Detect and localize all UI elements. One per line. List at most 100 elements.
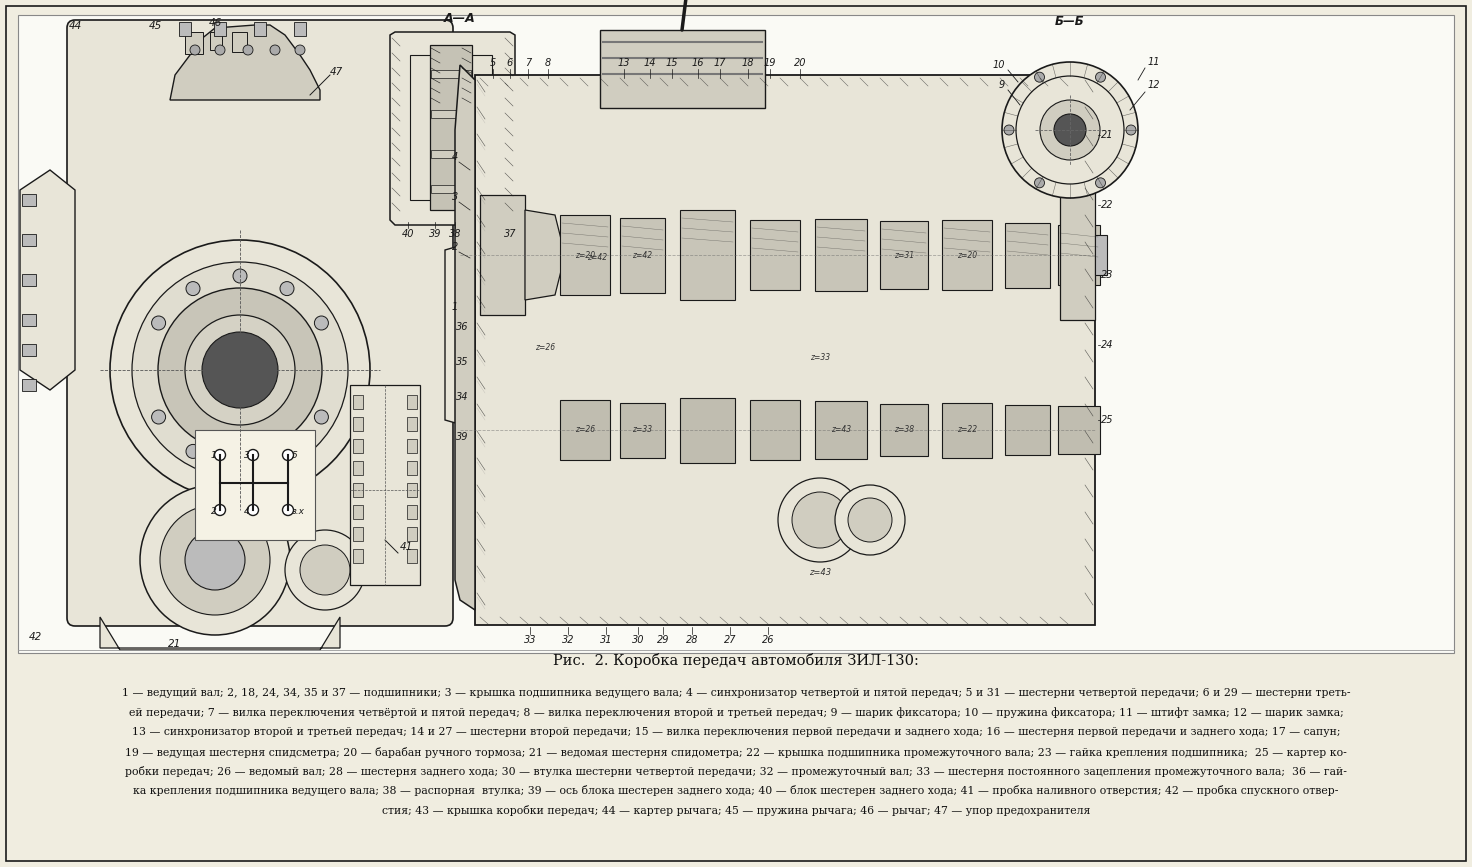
Circle shape	[202, 332, 278, 408]
Text: 44: 44	[68, 21, 81, 31]
Text: 25: 25	[1101, 415, 1113, 425]
Circle shape	[233, 269, 247, 283]
Text: 41: 41	[400, 542, 414, 552]
Bar	[880, 404, 927, 456]
FancyBboxPatch shape	[475, 75, 1095, 625]
Text: 2: 2	[452, 242, 458, 252]
Bar	[559, 215, 609, 295]
Bar	[680, 398, 735, 463]
Circle shape	[152, 410, 165, 424]
Polygon shape	[455, 65, 475, 610]
Bar	[601, 30, 765, 108]
Text: 6: 6	[506, 58, 514, 68]
Text: 35: 35	[455, 357, 468, 367]
Text: 45: 45	[149, 21, 162, 31]
Circle shape	[300, 545, 350, 595]
Text: z=26: z=26	[576, 426, 595, 434]
Text: 1 — ведущий вал; 2, 18, 24, 34, 35 и 37 — подшипники; 3 — крышка подшипника веду: 1 — ведущий вал; 2, 18, 24, 34, 35 и 37 …	[122, 688, 1350, 698]
Text: 9: 9	[998, 80, 1005, 90]
Bar	[1005, 405, 1050, 455]
Text: z=33: z=33	[810, 353, 830, 362]
Text: z=33: z=33	[631, 426, 652, 434]
Bar	[406, 505, 417, 519]
Text: робки передач; 26 — ведомый вал; 28 — шестерня заднего хода; 30 — втулка шестерн: робки передач; 26 — ведомый вал; 28 — ше…	[125, 766, 1347, 777]
Bar	[815, 401, 867, 459]
Circle shape	[185, 315, 294, 425]
Text: 23: 23	[1101, 270, 1113, 280]
Circle shape	[247, 449, 259, 460]
Circle shape	[283, 505, 293, 516]
Circle shape	[269, 45, 280, 55]
Text: 18: 18	[742, 58, 754, 68]
Bar	[210, 32, 222, 50]
Text: 38: 38	[449, 229, 461, 239]
FancyBboxPatch shape	[68, 20, 453, 626]
Text: 5: 5	[490, 58, 496, 68]
Polygon shape	[390, 32, 515, 225]
Bar	[353, 395, 364, 409]
Text: Рис.  2. Коробка передач автомобиля ЗИЛ-130:: Рис. 2. Коробка передач автомобиля ЗИЛ-1…	[553, 653, 919, 668]
Text: z=20: z=20	[957, 251, 977, 259]
Bar	[406, 527, 417, 541]
Circle shape	[848, 498, 892, 542]
Bar	[1005, 223, 1050, 288]
Polygon shape	[100, 617, 340, 650]
Text: 13 — синхронизатор второй и третьей передач; 14 и 27 — шестерни второй передачи;: 13 — синхронизатор второй и третьей пере…	[132, 727, 1340, 737]
Bar	[353, 527, 364, 541]
Bar	[431, 110, 471, 118]
Text: 21: 21	[168, 639, 181, 649]
Bar	[751, 400, 799, 460]
Text: 3: 3	[452, 192, 458, 202]
Bar	[353, 417, 364, 431]
Text: 10: 10	[992, 60, 1005, 70]
Bar	[942, 403, 992, 458]
Bar	[353, 549, 364, 563]
Bar	[213, 22, 227, 36]
Circle shape	[1041, 100, 1100, 160]
Circle shape	[286, 530, 365, 610]
Text: 21: 21	[1101, 130, 1113, 140]
Circle shape	[215, 449, 225, 460]
Text: з.х: з.х	[291, 506, 305, 516]
Text: 36: 36	[455, 322, 468, 332]
Text: 5: 5	[291, 452, 297, 460]
Bar	[22, 344, 35, 356]
Bar	[353, 439, 364, 453]
Polygon shape	[526, 210, 565, 300]
Text: 34: 34	[455, 392, 468, 402]
Circle shape	[315, 316, 328, 330]
Text: ей передачи; 7 — вилка переключения четвёртой и пятой передач; 8 — вилка переклю: ей передачи; 7 — вилка переключения четв…	[128, 707, 1344, 718]
Text: z=22: z=22	[957, 426, 977, 434]
Text: 1: 1	[210, 452, 216, 460]
Bar	[22, 314, 35, 326]
Bar	[942, 220, 992, 290]
Text: стия; 43 — крышка коробки передач; 44 — картер рычага; 45 — пружина рычага; 46 —: стия; 43 — крышка коробки передач; 44 — …	[381, 805, 1091, 816]
Bar	[406, 417, 417, 431]
Text: 22: 22	[1101, 200, 1113, 210]
Text: 27: 27	[724, 635, 736, 645]
Bar	[680, 210, 735, 300]
Bar	[431, 150, 471, 158]
Text: z=26: z=26	[534, 343, 555, 352]
Circle shape	[160, 505, 269, 615]
Bar	[22, 274, 35, 286]
Polygon shape	[169, 25, 319, 100]
Circle shape	[132, 262, 347, 478]
Bar	[22, 194, 35, 206]
Text: 19 — ведущая шестерня спидсметра; 20 — барабан ручного тормоза; 21 — ведомая шес: 19 — ведущая шестерня спидсметра; 20 — б…	[125, 746, 1347, 758]
Text: 46: 46	[209, 18, 222, 28]
Bar	[1095, 235, 1107, 275]
Bar	[350, 385, 420, 585]
Bar	[406, 395, 417, 409]
Bar	[751, 220, 799, 290]
Bar	[1058, 406, 1100, 454]
Bar	[406, 461, 417, 475]
Text: 40: 40	[402, 229, 414, 239]
Circle shape	[1095, 178, 1105, 188]
Circle shape	[185, 530, 244, 590]
Circle shape	[1095, 72, 1105, 82]
Text: z=42: z=42	[631, 251, 652, 259]
Text: 14: 14	[643, 58, 657, 68]
Text: А—А: А—А	[445, 12, 475, 25]
Polygon shape	[445, 240, 490, 430]
